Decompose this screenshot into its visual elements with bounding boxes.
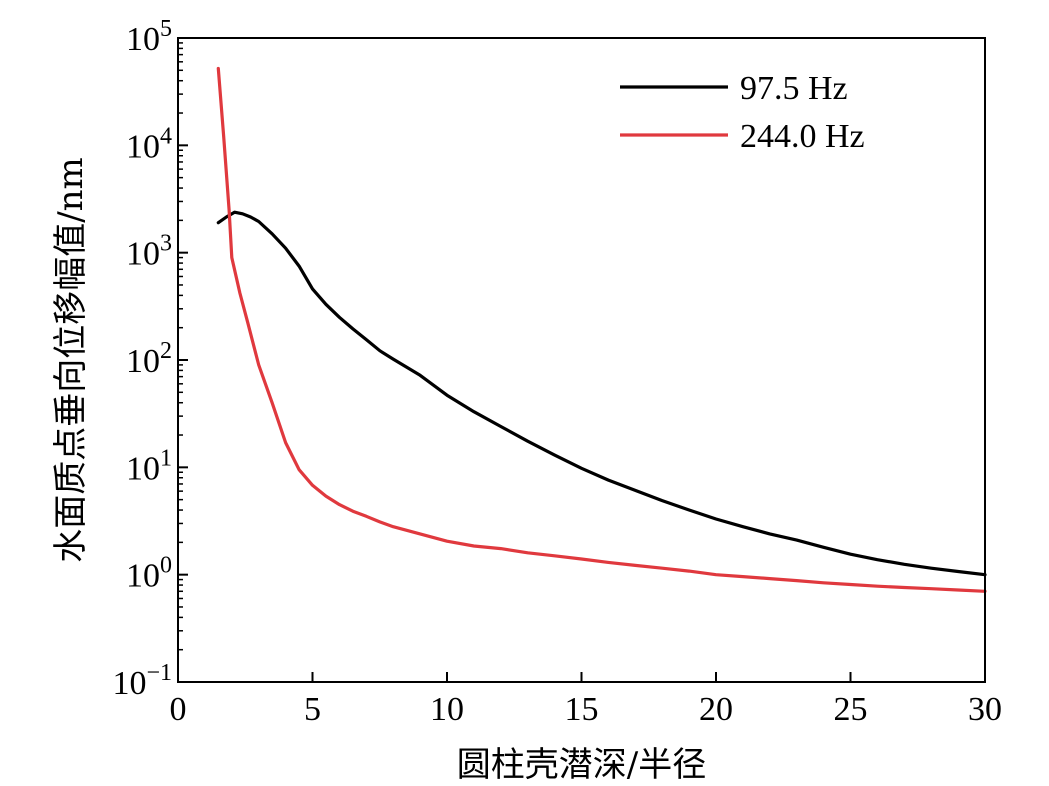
x-tick-label: 15 xyxy=(565,691,599,728)
y-tick-base: 10 xyxy=(126,343,160,380)
y-tick-label: 101 xyxy=(126,445,172,487)
y-tick-label: 105 xyxy=(126,16,172,58)
legend: 97.5 Hz 244.0 Hz xyxy=(620,70,865,155)
y-axis-label: 水面质点垂向位移幅值/nm xyxy=(51,157,91,563)
y-tick-label: 102 xyxy=(126,338,172,380)
x-tick-label: 10 xyxy=(430,691,464,728)
y-tick-exponent: 0 xyxy=(160,553,172,579)
y-tick-label: 104 xyxy=(126,123,172,165)
legend-label: 97.5 Hz xyxy=(740,70,848,107)
x-tick-label: 5 xyxy=(304,691,321,728)
y-tick-base: 10 xyxy=(126,558,160,595)
y-tick-exponent: 3 xyxy=(160,231,172,257)
plot-lines xyxy=(216,66,987,593)
y-tick-base: 10 xyxy=(126,236,160,273)
x-tick-label: 20 xyxy=(699,691,733,728)
y-tick-label: 103 xyxy=(126,231,172,273)
x-axis-label: 圆柱壳潜深/半径 xyxy=(457,745,706,785)
y-tick-exponent: −1 xyxy=(146,660,172,686)
legend-label: 244.0 Hz xyxy=(740,118,865,155)
y-tick-label: 100 xyxy=(126,553,172,595)
x-tick-label: 0 xyxy=(170,691,187,728)
y-tick-base: 10 xyxy=(126,128,160,165)
y-tick-exponent: 1 xyxy=(160,445,172,471)
y-tick-label: 10−1 xyxy=(112,660,172,702)
y-tick-exponent: 5 xyxy=(160,16,172,42)
x-axis: 0 5 10 15 20 25 30 xyxy=(170,672,1002,728)
series-line-2 xyxy=(216,66,987,593)
y-tick-base: 10 xyxy=(126,21,160,58)
y-tick-base: 10 xyxy=(126,450,160,487)
y-tick-base: 10 xyxy=(112,665,146,702)
x-tick-label: 25 xyxy=(834,691,868,728)
x-tick-label: 30 xyxy=(968,691,1002,728)
series-line-1 xyxy=(216,210,987,577)
y-tick-exponent: 2 xyxy=(160,338,172,364)
y-tick-exponent: 4 xyxy=(160,123,172,149)
